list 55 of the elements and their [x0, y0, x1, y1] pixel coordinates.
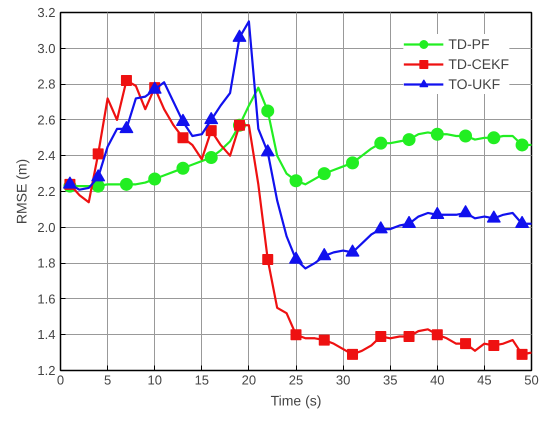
- point: [148, 172, 162, 186]
- legend-label: TD-CEKF: [448, 56, 509, 72]
- point: [92, 148, 104, 160]
- y-tick-label: 1.2: [37, 363, 56, 378]
- point: [402, 133, 416, 146]
- y-tick-label: 2.8: [37, 76, 56, 92]
- y-axis-title: RMSE (m): [13, 158, 30, 224]
- legend-label: TD-PF: [448, 36, 490, 52]
- point: [204, 151, 218, 164]
- point: [460, 338, 472, 350]
- point: [318, 334, 330, 346]
- y-tick-label: 3.0: [37, 40, 56, 56]
- x-tick-label: 30: [336, 372, 350, 388]
- point: [375, 330, 386, 342]
- x-tick-label: 45: [477, 372, 492, 388]
- x-axis-title: Time (s): [270, 392, 322, 408]
- x-tick-label: 20: [242, 372, 256, 388]
- point: [262, 254, 274, 266]
- x-tick-label: 25: [288, 372, 304, 388]
- y-tick-label: 2.0: [37, 220, 56, 235]
- point: [487, 131, 500, 144]
- point: [488, 340, 500, 351]
- point: [261, 104, 274, 118]
- point: [459, 130, 472, 142]
- y-tick-label: 2.2: [37, 184, 56, 199]
- point: [432, 329, 443, 340]
- x-tick-label: 5: [104, 372, 112, 388]
- point: [430, 128, 444, 141]
- legend-label: TO-UKF: [448, 76, 500, 92]
- y-tick-label: 3.2: [37, 5, 56, 20]
- point: [347, 348, 358, 360]
- point: [177, 132, 188, 144]
- point: [206, 125, 217, 136]
- x-tick-label: 40: [430, 372, 445, 388]
- y-tick-label: 1.6: [37, 291, 56, 306]
- x-tick-label: 10: [147, 372, 162, 388]
- x-tick-label: 35: [382, 372, 398, 388]
- point: [176, 162, 190, 175]
- point: [374, 136, 388, 150]
- x-tick-label: 0: [56, 372, 64, 388]
- point: [516, 138, 529, 152]
- x-tick-label: 15: [194, 372, 210, 388]
- point: [290, 174, 302, 188]
- point: [318, 167, 331, 180]
- point: [120, 75, 132, 86]
- point: [120, 178, 133, 191]
- y-tick-label: 2.6: [37, 112, 56, 128]
- y-tick-label: 2.4: [37, 148, 56, 164]
- point: [516, 348, 528, 360]
- point: [346, 156, 360, 170]
- x-tick-label: 50: [524, 372, 539, 388]
- y-tick-label: 1.8: [37, 256, 56, 271]
- y-tick-label: 1.4: [37, 327, 56, 342]
- point: [404, 330, 415, 342]
- point: [290, 329, 302, 340]
